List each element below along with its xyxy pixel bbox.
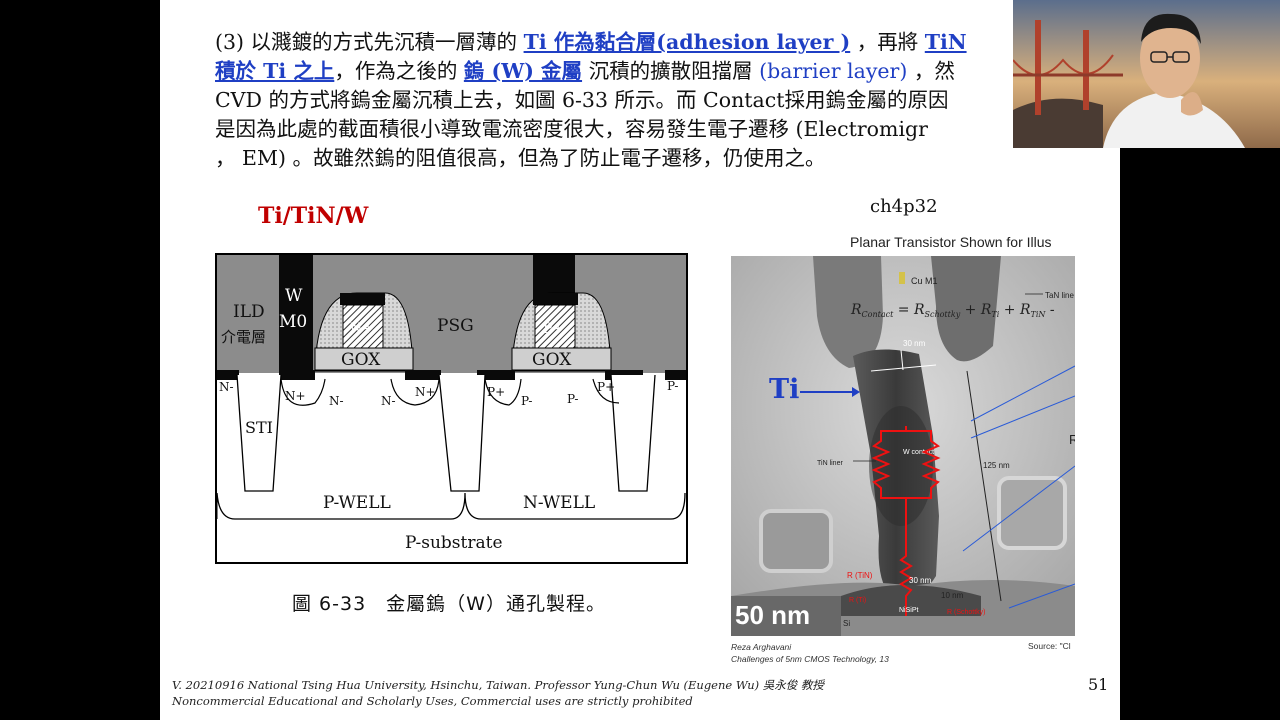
- tin-link[interactable]: TiN: [924, 30, 967, 54]
- body-paragraph: (3) 以濺鍍的方式先沉積一層薄的 Ti 作為黏合層(adhesion laye…: [215, 28, 1035, 173]
- m0-label: M0: [279, 312, 307, 332]
- tem-nisipt: NiSiPt: [899, 607, 919, 614]
- n-minus-left: N-: [219, 380, 234, 394]
- p-plus-2: P+: [597, 380, 615, 394]
- gate2-poly-label: P+: [543, 321, 564, 337]
- n-plus-1: N+: [285, 389, 306, 403]
- barrier-layer-text: (barrier layer): [759, 59, 908, 83]
- stack-title: Ti/TiN/W: [258, 203, 369, 229]
- n-plus-2: N+: [415, 385, 436, 399]
- p-well-label: P-WELL: [323, 493, 391, 513]
- slide-footer: V. 20210916 National Tsing Hua Universit…: [172, 677, 824, 709]
- cmos-cross-section-diagram: ILD 介電層 W M0 PSG GOX GOX N+ P+ N- P- N+ …: [215, 253, 688, 564]
- slide: (3) 以濺鍍的方式先沉積一層薄的 Ti 作為黏合層(adhesion laye…: [160, 0, 1120, 720]
- text-run: ，然: [907, 59, 955, 83]
- gox1-label: GOX: [341, 350, 381, 370]
- ti-arrow-icon: [800, 387, 860, 397]
- tem-tan-label: TaN line: [1045, 291, 1074, 300]
- tem-side-r: R: [1069, 432, 1075, 447]
- gate1-poly-label: N+: [350, 321, 374, 337]
- tem-si: Si: [843, 619, 850, 628]
- tem-10nm: 10 nm: [941, 591, 964, 600]
- w-label: W: [285, 286, 303, 306]
- tem-credit-author: Reza Arghavani: [731, 642, 792, 652]
- ti-adhesion-link[interactable]: Ti 作為黏合層(adhesion layer ): [523, 30, 851, 54]
- n-minus-2: N-: [381, 394, 396, 408]
- paragraph-line-4: 是因為此處的截面積很小導致電流密度很大，容易發生電子遷移 (Electromig…: [215, 117, 928, 141]
- tem-tin-liner: TiN liner: [817, 460, 843, 467]
- footer-line-2: Noncommercial Educational and Scholarly …: [172, 694, 693, 708]
- gox2-label: GOX: [532, 350, 572, 370]
- page-number: 51: [1088, 675, 1109, 694]
- paragraph-line-5: ， EM) 。故雖然鎢的阻值很高，但為了防止電子遷移，仍使用之。: [215, 146, 826, 170]
- paragraph-line-3: CVD 的方式將鎢金屬沉積上去，如圖 6-33 所示。而 Contact採用鎢金…: [215, 88, 949, 112]
- w-metal-link[interactable]: 鎢 (W) 金屬: [463, 59, 583, 83]
- p-minus-right: P-: [667, 379, 678, 393]
- ild-label: ILD: [233, 302, 265, 322]
- text-run: (3) 以濺鍍的方式先沉積一層薄的: [215, 30, 524, 54]
- tem-source: Source: "Cl: [1028, 641, 1071, 651]
- tem-credit-source: Challenges of 5nm CMOS Technology, 13: [731, 654, 889, 664]
- reference-code: ch4p32: [870, 196, 938, 217]
- ti-annotation-label: Ti: [769, 374, 800, 405]
- tem-resistance-equation: RContact = RSchottky + RTi + RTiN -: [850, 302, 1055, 319]
- resistor-network: [871, 426, 941, 616]
- tem-cu-label: Cu M1: [911, 276, 938, 286]
- paragraph-line-2: 積於 Ti 之上，作為之後的 鎢 (W) 金屬 沉積的擴散阻擋層 (barrie…: [215, 57, 1035, 86]
- tem-30nm-bottom: 30 nm: [909, 576, 932, 585]
- tem-r-ti: R (Ti): [849, 597, 866, 604]
- p-minus-1: P-: [521, 394, 532, 408]
- tem-125nm: 125 nm: [983, 461, 1010, 470]
- text-run: 沉積的擴散阻擋層: [582, 59, 760, 83]
- figure-caption: 圖 6-33 金屬鎢（W）通孔製程。: [292, 593, 606, 615]
- text-run: ，作為之後的: [334, 59, 464, 83]
- n-minus-1: N-: [329, 394, 344, 408]
- tem-r-tin: R (TiN): [847, 571, 873, 580]
- tem-credit: Reza Arghavani Challenges of 5nm CMOS Te…: [731, 641, 889, 665]
- footer-line-1: V. 20210916 National Tsing Hua Universit…: [172, 678, 824, 692]
- p-substrate-label: P-substrate: [405, 533, 503, 553]
- webcam-video-overlay[interactable]: [1013, 0, 1280, 148]
- tem-title: Planar Transistor Shown for Illus: [850, 234, 1052, 250]
- sti-label: STI: [245, 418, 273, 437]
- psg-label: PSG: [437, 316, 474, 336]
- tem-w-contact: W contact: [903, 449, 934, 456]
- tem-r-schottky: R (Schottky): [947, 609, 986, 616]
- tem-contact-image: Cu M1 TaN line RContact = RSchottky + RT…: [731, 256, 1075, 636]
- text-run: ，再將: [850, 30, 925, 54]
- ild-cn-label: 介電層: [221, 328, 266, 346]
- tem-scale-bar: 50 nm: [735, 600, 810, 630]
- tem-30nm-top: 30 nm: [903, 339, 926, 348]
- n-well-label: N-WELL: [523, 493, 595, 513]
- p-minus-2: P-: [567, 392, 578, 406]
- paragraph-line-1: (3) 以濺鍍的方式先沉積一層薄的 Ti 作為黏合層(adhesion laye…: [215, 28, 1035, 57]
- p-plus-1: P+: [487, 385, 505, 399]
- ti-link[interactable]: 積於 Ti 之上: [215, 59, 335, 83]
